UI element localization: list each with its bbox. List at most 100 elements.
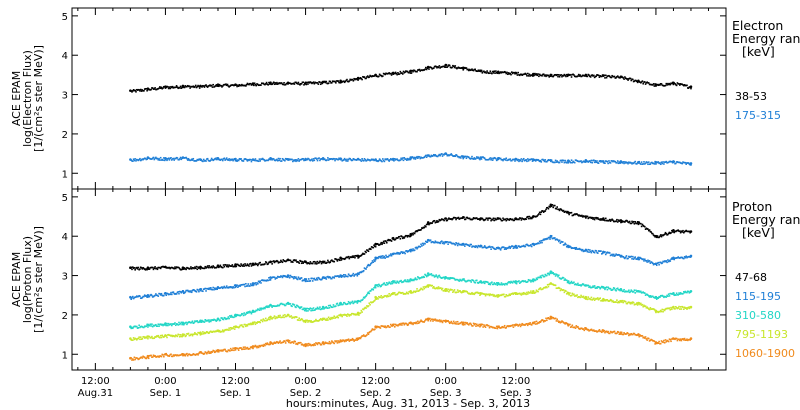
data-point	[194, 266, 196, 268]
data-point	[507, 247, 509, 250]
data-point-175-315	[146, 156, 150, 159]
data-point	[616, 301, 619, 304]
data-point	[570, 280, 573, 283]
data-point	[481, 217, 484, 220]
data-point	[633, 289, 636, 292]
data-point	[514, 246, 516, 249]
data-point	[205, 351, 207, 354]
data-point	[580, 284, 582, 287]
data-point-115-195	[234, 284, 237, 287]
data-point	[640, 163, 642, 165]
data-point	[417, 320, 419, 323]
data-point	[329, 276, 332, 279]
data-point	[306, 343, 308, 345]
data-point	[247, 311, 250, 313]
data-point	[676, 82, 679, 84]
data-point	[143, 295, 145, 298]
data-point	[182, 268, 185, 270]
data-point	[549, 238, 551, 240]
data-point	[644, 83, 647, 85]
data-point	[632, 290, 635, 293]
data-point	[349, 303, 351, 305]
data-point-310-580	[199, 319, 202, 323]
data-point	[172, 291, 175, 293]
data-point	[655, 85, 657, 87]
data-point	[453, 66, 456, 69]
data-point	[375, 298, 378, 300]
data-point	[579, 296, 582, 299]
data-point	[592, 218, 594, 220]
data-point	[336, 342, 339, 344]
data-point	[327, 259, 329, 262]
data-point	[481, 72, 484, 74]
data-point	[158, 356, 160, 358]
data-point	[530, 217, 533, 220]
data-point	[147, 337, 149, 340]
data-point	[616, 75, 619, 77]
data-point	[404, 235, 406, 238]
data-point	[176, 335, 179, 338]
data-point	[330, 316, 332, 319]
data-point	[254, 282, 257, 284]
data-point-310-580	[339, 301, 342, 305]
data-point	[413, 156, 416, 159]
data-point	[273, 341, 276, 344]
data-point	[474, 246, 476, 249]
data-point	[412, 70, 414, 73]
data-point	[544, 159, 547, 161]
data-point	[400, 322, 402, 325]
data-point	[659, 234, 662, 236]
data-point	[254, 310, 257, 313]
data-point	[141, 296, 144, 299]
data-point	[455, 218, 457, 221]
data-point	[460, 279, 463, 282]
data-point	[240, 263, 242, 265]
data-point	[626, 302, 629, 305]
data-point	[315, 157, 317, 160]
data-point	[421, 227, 424, 230]
data-point	[412, 156, 414, 159]
data-point	[327, 316, 330, 319]
data-point	[378, 255, 381, 258]
data-point	[361, 311, 363, 313]
data-point	[679, 293, 681, 295]
data-point	[412, 291, 414, 294]
data-point	[468, 69, 470, 72]
data-point	[327, 159, 330, 161]
data-point	[443, 65, 445, 68]
data-point	[131, 358, 134, 360]
data-point	[537, 290, 539, 293]
data-point	[565, 243, 567, 246]
data-point	[526, 160, 528, 163]
data-point	[201, 319, 203, 322]
data-point	[377, 298, 379, 300]
data-point	[499, 72, 501, 74]
data-point	[356, 339, 359, 341]
data-point	[249, 285, 251, 287]
data-point	[511, 292, 514, 295]
data-point-175-315	[286, 158, 290, 161]
data-point-795-1193	[444, 288, 448, 291]
data-point-795-1193	[181, 333, 185, 336]
data-point	[632, 220, 635, 223]
data-point-38-53	[444, 63, 448, 67]
data-point	[265, 343, 268, 346]
data-point	[233, 325, 235, 328]
data-point	[406, 236, 409, 238]
data-point	[211, 266, 214, 269]
data-point	[604, 251, 606, 253]
data-point-175-315	[689, 162, 693, 165]
data-point	[538, 276, 541, 279]
data-point-47-68	[321, 260, 325, 264]
data-point	[403, 237, 406, 239]
data-point	[374, 260, 376, 263]
data-point	[504, 247, 507, 249]
data-point	[393, 281, 395, 284]
data-point	[637, 223, 640, 226]
data-point	[199, 268, 202, 270]
data-point	[342, 80, 345, 83]
data-point-310-580	[304, 307, 307, 311]
data-point	[546, 159, 549, 162]
data-point	[457, 216, 460, 219]
data-point	[422, 244, 425, 246]
